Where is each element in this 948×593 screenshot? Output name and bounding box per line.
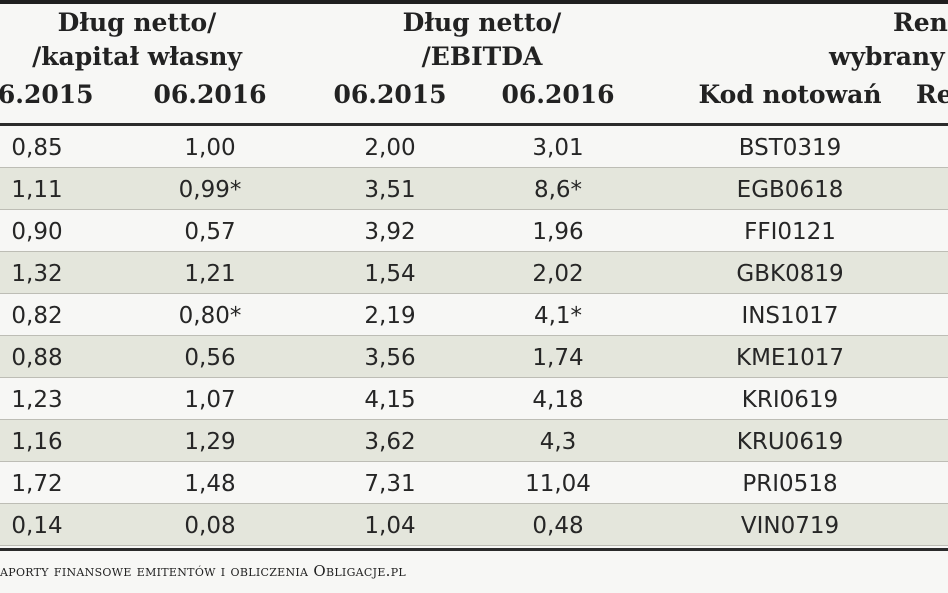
cell-debt-ebitda-2015: 3,51: [364, 177, 416, 203]
cell-debt-ebitda-2016: 3,01: [532, 135, 584, 161]
header-col-a: 06.2015: [0, 80, 94, 109]
cell-debt-equity-2016: 1,29: [184, 429, 236, 455]
top-rule: [0, 0, 948, 4]
cell-debt-equity-2015: 1,23: [11, 387, 63, 413]
header-group1-line1: Dług netto/: [57, 8, 217, 37]
footer-rule: [0, 548, 948, 551]
cell-ticker: EGB0618: [736, 177, 844, 203]
header-col-b: 06.2016: [153, 80, 267, 109]
cell-debt-equity-2015: 1,72: [11, 471, 63, 497]
source-note: aporty finansowe emitentów i obliczenia …: [0, 562, 407, 580]
cell-debt-ebitda-2016: 4,3: [539, 429, 577, 455]
header-group2-line2: /EBITDA: [421, 42, 543, 71]
cell-debt-ebitda-2015: 1,04: [364, 513, 416, 539]
cell-ticker: KRI0619: [741, 387, 839, 413]
table-row: 1,16 1,29 3,62 4,3 KRU0619: [0, 420, 948, 462]
header-col-f: Re: [916, 80, 948, 109]
header-col-c: 06.2015: [333, 80, 447, 109]
header-group2-line1: Dług netto/: [402, 8, 562, 37]
cell-debt-equity-2015: 1,32: [11, 261, 63, 287]
cell-ticker: FFI0121: [744, 219, 836, 245]
cell-debt-ebitda-2015: 1,54: [364, 261, 416, 287]
cell-debt-ebitda-2015: 2,19: [364, 303, 416, 329]
cell-debt-equity-2015: 0,85: [11, 135, 63, 161]
cell-debt-ebitda-2015: 3,56: [364, 345, 416, 371]
header-group3-line2: wybrany: [829, 42, 945, 71]
table-row: 1,11 0,99* 3,51 8,6* EGB0618: [0, 168, 948, 210]
cell-debt-equity-2015: 0,14: [11, 513, 63, 539]
cell-ticker: VIN0719: [740, 513, 840, 539]
table-row: 0,88 0,56 3,56 1,74 KME1017: [0, 336, 948, 378]
cell-debt-equity-2015: 0,82: [11, 303, 63, 329]
cell-debt-ebitda-2016: 1,74: [532, 345, 584, 371]
cell-debt-ebitda-2016: 0,48: [532, 513, 584, 539]
cell-debt-ebitda-2016: 11,04: [525, 471, 591, 497]
cell-debt-equity-2016: 1,48: [184, 471, 236, 497]
table-row: 0,82 0,80* 2,19 4,1* INS1017: [0, 294, 948, 336]
table-row: 1,32 1,21 1,54 2,02 GBK0819: [0, 252, 948, 294]
cell-debt-ebitda-2015: 3,92: [364, 219, 416, 245]
cell-debt-equity-2016: 0,08: [184, 513, 236, 539]
cell-debt-ebitda-2016: 2,02: [532, 261, 584, 287]
header-col-e: Kod notowań: [698, 80, 882, 109]
cell-debt-ebitda-2016: 8,6*: [533, 177, 583, 203]
cell-ticker: KME1017: [736, 345, 844, 371]
cell-debt-ebitda-2015: 7,31: [364, 471, 416, 497]
cell-debt-equity-2015: 1,11: [11, 177, 63, 203]
cell-debt-equity-2016: 0,57: [184, 219, 236, 245]
table-row: 1,72 1,48 7,31 11,04 PRI0518: [0, 462, 948, 504]
cell-debt-ebitda-2015: 2,00: [364, 135, 416, 161]
cell-debt-equity-2015: 1,16: [11, 429, 63, 455]
table-body: 0,85 1,00 2,00 3,01 BST0319 1,11 0,99* 3…: [0, 126, 948, 546]
cell-ticker: BST0319: [738, 135, 842, 161]
cell-debt-ebitda-2016: 1,96: [532, 219, 584, 245]
cell-debt-equity-2015: 0,88: [11, 345, 63, 371]
cell-ticker: PRI0518: [742, 471, 838, 497]
cell-debt-equity-2016: 1,00: [184, 135, 236, 161]
table-row: 0,85 1,00 2,00 3,01 BST0319: [0, 126, 948, 168]
cell-ticker: INS1017: [741, 303, 839, 329]
cell-debt-ebitda-2016: 4,18: [532, 387, 584, 413]
header-group1-line2: /kapitał własny: [32, 42, 242, 71]
cell-debt-ebitda-2015: 4,15: [364, 387, 416, 413]
cell-debt-ebitda-2016: 4,1*: [533, 303, 583, 329]
cell-ticker: GBK0819: [736, 261, 844, 287]
table-row: 0,14 0,08 1,04 0,48 VIN0719: [0, 504, 948, 546]
table-row: 0,90 0,57 3,92 1,96 FFI0121: [0, 210, 948, 252]
cell-debt-equity-2016: 1,07: [184, 387, 236, 413]
cell-debt-equity-2016: 0,99*: [178, 177, 242, 203]
table-row: 1,23 1,07 4,15 4,18 KRI0619: [0, 378, 948, 420]
cell-debt-equity-2016: 0,80*: [178, 303, 242, 329]
header-rule: [0, 123, 948, 126]
cell-debt-equity-2016: 1,21: [184, 261, 236, 287]
header-col-d: 06.2016: [501, 80, 615, 109]
cell-debt-equity-2016: 0,56: [184, 345, 236, 371]
cell-debt-equity-2015: 0,90: [11, 219, 63, 245]
header-group3-line1: Rent: [893, 8, 948, 37]
cell-ticker: KRU0619: [736, 429, 844, 455]
cell-debt-ebitda-2015: 3,62: [364, 429, 416, 455]
